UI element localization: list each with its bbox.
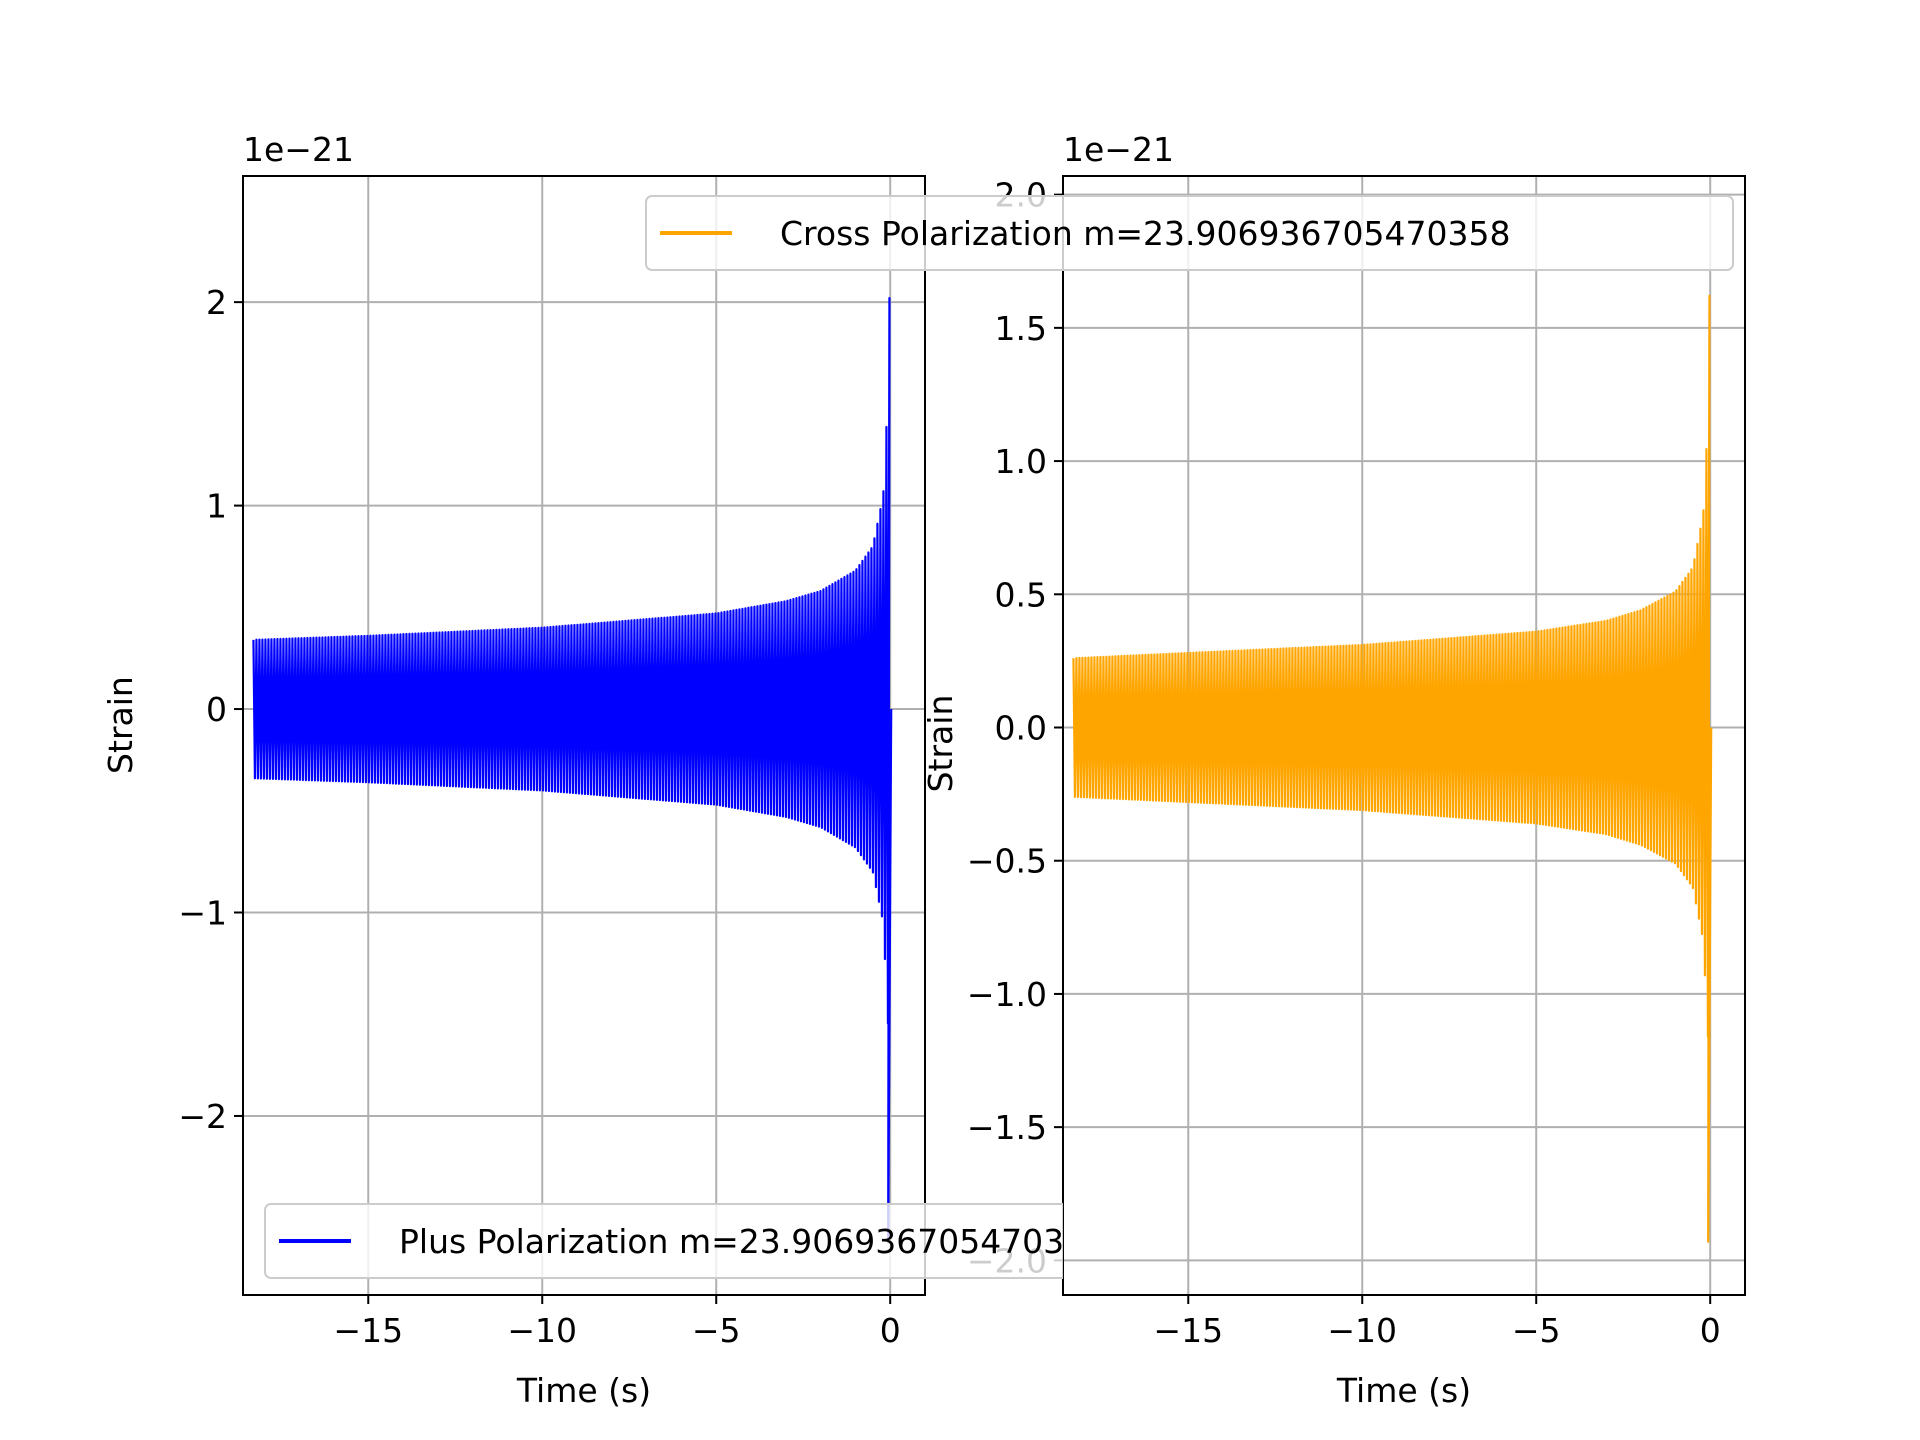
y-tick-label: −1 — [178, 894, 227, 933]
legend-box — [264, 1203, 1063, 1279]
x-ticks: −15 −10 −5 0 — [333, 1295, 901, 1350]
y-axis-label: Strain — [101, 676, 140, 774]
y-tick-label: 1 — [206, 487, 227, 526]
plus-polarization-line — [252, 296, 893, 1244]
legend-box — [645, 195, 1734, 271]
cross-polarization-line — [1072, 294, 1713, 1243]
y-tick-label: −1.0 — [967, 975, 1047, 1014]
x-tick-label: −15 — [333, 1311, 403, 1350]
y-tick-label: 1.5 — [995, 309, 1047, 348]
waveform-path — [1072, 294, 1713, 1243]
y-tick-label: 1.0 — [995, 442, 1047, 481]
plus-polarization-legend: Plus Polarization m=23.906936705470358 — [264, 1203, 1106, 1279]
y-tick-label: −1.5 — [967, 1108, 1047, 1147]
axes-frame — [1062, 175, 1746, 1296]
y-tick-label: −2 — [178, 1097, 227, 1136]
x-tick-label: −10 — [507, 1311, 577, 1350]
x-tick-label: −5 — [1512, 1311, 1561, 1350]
x-ticks: −15 −10 −5 0 — [1153, 1295, 1721, 1350]
x-tick-label: −5 — [692, 1311, 741, 1350]
y-offset-text: 1e−21 — [1063, 130, 1174, 169]
y-ticks: −2 −1 0 1 2 — [178, 283, 243, 1136]
x-tick-label: 0 — [880, 1311, 901, 1350]
y-tick-label: 0.0 — [995, 709, 1047, 748]
x-tick-label: 0 — [1700, 1311, 1721, 1350]
legend-label: Plus Polarization m=23.906936705470358 — [399, 1222, 1106, 1261]
waveform-path — [252, 296, 893, 1244]
axes-frame — [242, 175, 926, 1296]
axes-border — [1062, 175, 1746, 1296]
y-tick-label: 0.5 — [995, 575, 1047, 614]
x-tick-label: −10 — [1327, 1311, 1397, 1350]
x-axis-label: Time (s) — [516, 1371, 651, 1410]
x-tick-label: −15 — [1153, 1311, 1223, 1350]
y-axis-label: Strain — [921, 695, 960, 793]
x-axis-label: Time (s) — [1336, 1371, 1471, 1410]
cross-polarization-legend: Cross Polarization m=23.906936705470358 — [645, 195, 1734, 271]
legend-label: Cross Polarization m=23.906936705470358 — [780, 214, 1510, 253]
y-tick-label: 0 — [206, 690, 227, 729]
axes-border — [242, 175, 926, 1296]
y-offset-text: 1e−21 — [243, 130, 354, 169]
y-tick-label: −0.5 — [967, 842, 1047, 881]
y-tick-label: 2 — [206, 283, 227, 322]
